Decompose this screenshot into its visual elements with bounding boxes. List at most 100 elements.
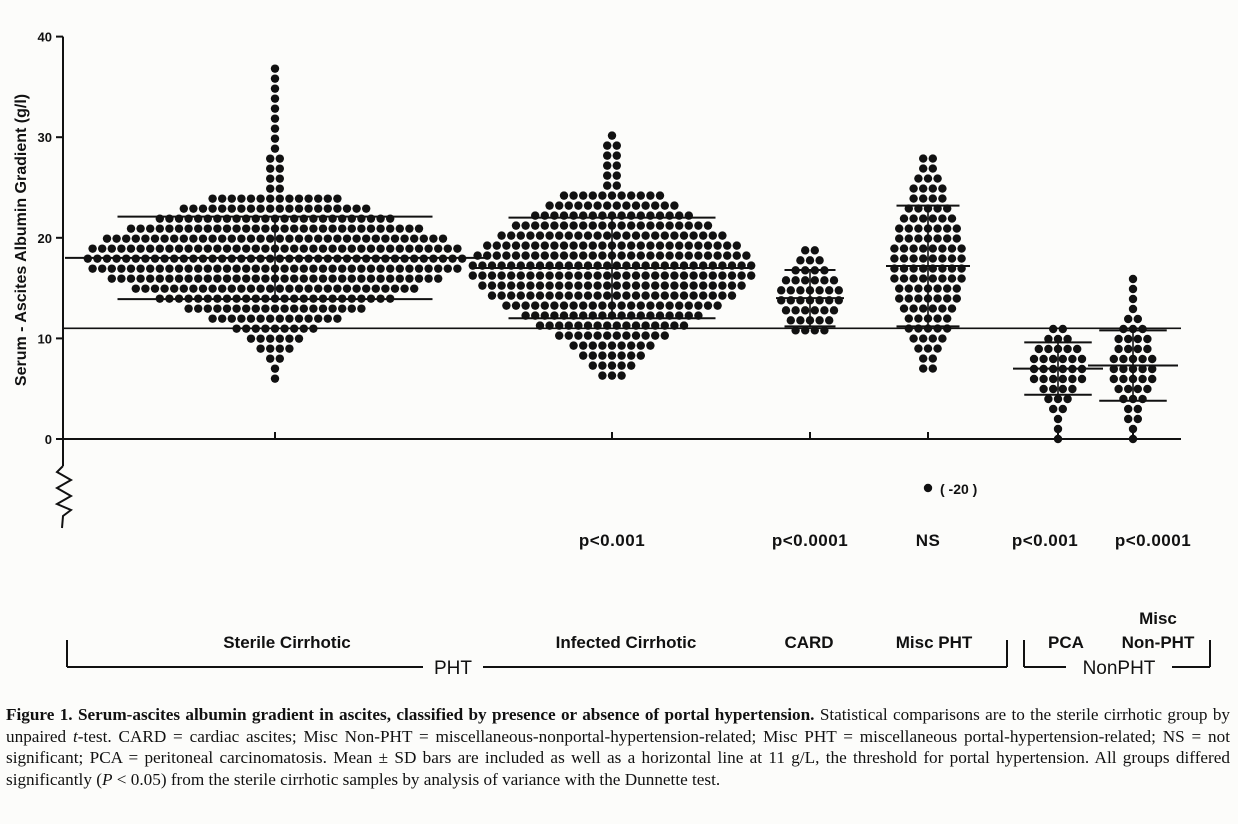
data-point-g2-134: [612, 281, 621, 290]
data-point-g6-29: [1124, 344, 1133, 354]
data-point-g1-145: [434, 274, 443, 283]
data-point-g5-4: [1058, 404, 1068, 414]
data-point-g1-125: [242, 274, 251, 283]
data-point-g2-150: [487, 271, 497, 280]
data-point-g2-209: [483, 251, 492, 260]
data-point-g2-253: [636, 241, 645, 250]
data-point-g4-72: [957, 244, 966, 253]
data-point-g2-308: [703, 221, 713, 230]
data-point-g1-146: [88, 264, 97, 273]
data-point-g2-139: [660, 281, 669, 290]
data-point-g2-4: [598, 361, 607, 370]
data-point-g1-372: [333, 204, 342, 213]
data-point-g1-357: [189, 204, 198, 213]
data-point-g1-13: [294, 334, 304, 343]
data-point-g1-97: [285, 284, 294, 293]
data-point-g4-31: [933, 294, 942, 303]
data-point-g1-101: [323, 284, 332, 293]
data-point-g2-305: [675, 221, 684, 230]
caption-t-italic: t: [72, 726, 78, 746]
data-point-g1-29: [266, 314, 275, 323]
data-point-g2-214: [531, 251, 540, 260]
data-point-g1-358: [198, 204, 208, 213]
data-point-g2-261: [713, 241, 722, 250]
data-point-g1-6: [275, 344, 284, 353]
data-point-g1-150: [126, 264, 136, 273]
data-point-g4-23: [919, 304, 928, 313]
data-point-g2-242: [531, 241, 540, 250]
data-point-g2-2: [617, 371, 626, 380]
data-point-g2-80: [588, 301, 597, 310]
data-point-g2-17: [588, 341, 597, 350]
data-point-g1-256: [386, 244, 395, 253]
data-point-g1-140: [386, 274, 395, 283]
data-point-g1-251: [338, 244, 347, 253]
data-point-g2-229: [675, 251, 684, 260]
data-point-g2-168: [660, 271, 669, 280]
data-point-g1-311: [232, 224, 241, 233]
data-point-g1-90: [218, 284, 227, 293]
data-point-g1-255: [376, 244, 385, 253]
data-point-g2-279: [641, 231, 650, 240]
data-point-g2-148: [468, 271, 477, 280]
data-point-g1-402: [270, 104, 280, 113]
data-point-g2-18: [598, 341, 607, 350]
data-point-g2-124: [516, 281, 525, 290]
data-point-g4-108: [933, 174, 942, 183]
figure-caption: Figure 1. Serum-ascites albumin gradient…: [6, 704, 1230, 790]
data-point-g1-302: [146, 224, 155, 233]
data-point-g4-42: [899, 274, 909, 283]
data-point-g1-373: [342, 204, 352, 213]
data-point-g1-399: [270, 134, 280, 143]
data-point-g2-173: [708, 271, 717, 280]
data-point-g2-347: [627, 191, 636, 200]
data-point-g5-33: [1063, 344, 1072, 354]
data-point-g1-303: [155, 224, 164, 233]
data-point-g4-48: [957, 274, 966, 283]
data-point-g1-154: [165, 264, 174, 273]
data-point-g1-181: [424, 264, 433, 273]
y-tick-label-0: 0: [45, 432, 52, 447]
data-point-g1-240: [232, 244, 241, 253]
data-point-g4-84: [933, 224, 942, 233]
data-point-g1-176: [376, 264, 385, 273]
data-point-g1-47: [280, 304, 289, 313]
data-point-g2-304: [665, 221, 674, 230]
data-point-g1-136: [347, 274, 356, 283]
data-point-g2-355: [603, 161, 612, 170]
data-point-g5-6: [1053, 394, 1063, 404]
data-point-g1-227: [107, 244, 117, 253]
data-point-g1-325: [366, 224, 376, 233]
data-point-g4-32: [943, 294, 952, 303]
data-point-g1-277: [227, 234, 236, 243]
data-point-g2-29: [603, 331, 612, 340]
data-point-g1-109: [400, 284, 409, 293]
data-point-g1-141: [395, 274, 404, 283]
data-point-g4-110: [928, 164, 937, 173]
data-point-g2-292: [550, 221, 559, 230]
data-point-g1-2: [266, 354, 275, 363]
data-point-g4-20: [943, 314, 952, 323]
y-tick-label-10: 10: [38, 331, 52, 346]
data-point-g2-10: [598, 351, 607, 360]
data-point-g2-50: [670, 321, 679, 330]
data-point-g2-131: [583, 281, 593, 290]
data-point-g1-135: [338, 274, 347, 283]
data-point-g2-244: [550, 241, 559, 250]
data-point-g4-41: [890, 274, 899, 283]
data-point-g1-20: [290, 324, 299, 333]
data-point-g2-75: [540, 301, 549, 310]
data-point-g4-6: [933, 344, 942, 353]
data-point-g2-165: [631, 271, 641, 280]
data-point-g2-288: [511, 221, 521, 230]
data-point-g3-29: [781, 276, 791, 285]
data-point-g2-120: [478, 281, 487, 290]
data-point-g5-25: [1039, 354, 1048, 364]
data-point-g1-129: [280, 274, 289, 283]
data-point-g2-240: [511, 241, 521, 250]
data-point-g4-79: [952, 234, 961, 243]
data-point-g2-247: [579, 241, 588, 250]
data-point-g2-260: [703, 241, 713, 250]
data-point-g1-3: [275, 354, 284, 363]
data-point-g1-271: [170, 234, 179, 243]
